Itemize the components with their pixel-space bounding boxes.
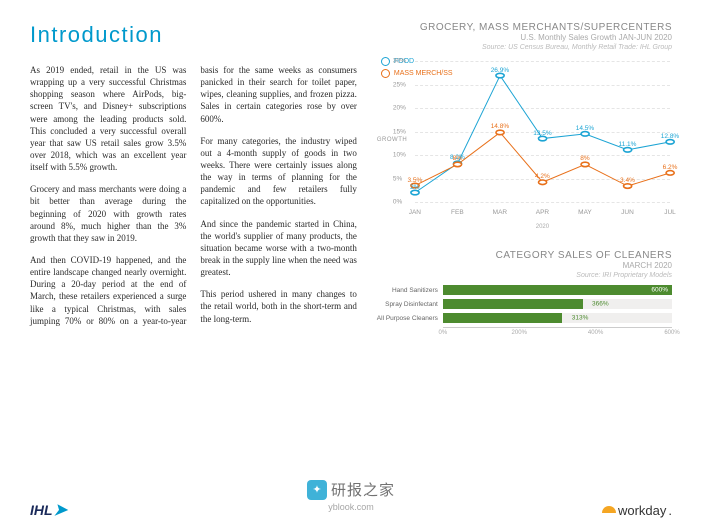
x-tick-label: JUN (621, 209, 634, 216)
chart1-title: GROCERY, MASS MERCHANTS/SUPERCENTERS (375, 22, 672, 33)
data-point-label: 26.9% (491, 66, 509, 73)
data-point-label: 6.2% (663, 164, 678, 171)
chart2-bars: Hand Sanitizers600%Spray Disinfectant366… (375, 285, 672, 323)
right-column: GROCERY, MASS MERCHANTS/SUPERCENTERS U.S… (375, 22, 672, 353)
legend-marker-icon (381, 69, 390, 78)
watermark-text: 研报之家 (331, 479, 395, 500)
y-axis-label: GROWTH (377, 137, 407, 143)
legend-marker-icon (381, 57, 390, 66)
bar-track: 600% (443, 285, 672, 295)
data-point-label: 14.5% (576, 125, 594, 132)
chart2-source: Source: IRI Proprietary Models (375, 272, 672, 279)
workday-logo: workday. (602, 503, 672, 518)
x-tick-label: APR (536, 209, 549, 216)
y-tick-label: 0% (393, 199, 402, 206)
bar-row: All Purpose Cleaners313% (375, 313, 672, 323)
ihl-logo: IHL ➤ (30, 500, 67, 520)
data-point-label: 14.8% (491, 123, 509, 130)
bar-value-label: 600% (651, 287, 668, 294)
bar-fill: 600% (443, 285, 672, 295)
bar-value-label: 366% (592, 301, 609, 308)
chevron-right-icon: ➤ (54, 500, 67, 520)
data-point-label: 8% (453, 155, 462, 162)
left-column: Introduction As 2019 ended, retail in th… (30, 22, 357, 353)
data-point-label: 3.4% (620, 177, 635, 184)
page-title: Introduction (30, 22, 357, 48)
bar-fill: 313% (443, 313, 563, 323)
workday-text: workday (618, 503, 666, 518)
ihl-text: IHL (30, 502, 53, 518)
page: Introduction As 2019 ended, retail in th… (0, 0, 702, 353)
chart2-x-axis: 0%200%400%600% (443, 327, 672, 339)
body-text: As 2019 ended, retail in the US was wrap… (30, 64, 357, 331)
data-point-label: 13.5% (533, 129, 551, 136)
bar-row: Spray Disinfectant366% (375, 299, 672, 309)
y-tick-label: 20% (393, 105, 406, 112)
watermark: ✦ 研报之家 yblook.com (307, 479, 395, 512)
paragraph: This period ushered in many changes to t… (200, 288, 356, 324)
x-tick-label: FEB (451, 209, 464, 216)
data-point-label: 3.5% (407, 176, 422, 183)
bar-row: Hand Sanitizers 600% (375, 285, 672, 295)
x-tick-label: JUL (664, 209, 676, 216)
data-point-label: 12.8% (661, 133, 679, 140)
x-tick-label: MAY (578, 209, 592, 216)
grid-line (415, 202, 670, 203)
data-point-label: 4.2% (535, 173, 550, 180)
paragraph: Grocery and mass merchants were doing a … (30, 183, 186, 244)
bar-x-tick: 0% (439, 330, 448, 336)
y-tick-label: 30% (393, 58, 406, 65)
y-tick-label: 10% (393, 152, 406, 159)
watermark-url: yblook.com (307, 502, 395, 512)
x-tick-label: JAN (409, 209, 421, 216)
chart1-subtitle: U.S. Monthly Sales Growth JAN-JUN 2020 (375, 33, 672, 42)
x-axis-title: 2020 (536, 224, 549, 230)
bar-x-tick: 400% (588, 330, 603, 336)
bar-label: Spray Disinfectant (375, 301, 443, 308)
paragraph: And since the pandemic started in China,… (200, 218, 356, 279)
y-tick-label: 25% (393, 81, 406, 88)
document-icon: ✦ (307, 480, 327, 500)
x-tick-label: MAR (493, 209, 507, 216)
bar-track: 313% (443, 313, 672, 323)
chart1-plot: 0%5%10%15%20%25%30%JANFEBMARAPRMAYJUNJUL… (415, 61, 670, 202)
paragraph: For many categories, the industry wiped … (200, 135, 356, 208)
cleaners-chart: CATEGORY SALES OF CLEANERS MARCH 2020 So… (375, 250, 672, 339)
data-point-label: 11.1% (618, 141, 636, 148)
sun-icon (602, 506, 616, 513)
paragraph: As 2019 ended, retail in the US was wrap… (30, 64, 186, 173)
bar-label: Hand Sanitizers (375, 287, 443, 294)
bar-track: 366% (443, 299, 672, 309)
y-tick-label: 15% (393, 128, 406, 135)
chart1-source: Source: US Census Bureau, Monthly Retail… (375, 44, 672, 51)
y-tick-label: 5% (393, 175, 402, 182)
data-point-label: 2% (410, 183, 419, 190)
bar-x-tick: 600% (664, 330, 679, 336)
chart2-subtitle: MARCH 2020 (375, 261, 672, 270)
grocery-chart: GROCERY, MASS MERCHANTS/SUPERCENTERS U.S… (375, 22, 672, 222)
chart2-title: CATEGORY SALES OF CLEANERS (375, 250, 672, 261)
bar-label: All Purpose Cleaners (375, 315, 443, 322)
data-point-label: 8% (580, 155, 589, 162)
bar-value-label: 313% (572, 315, 589, 322)
bar-fill: 366% (443, 299, 583, 309)
bar-x-tick: 200% (512, 330, 527, 336)
line-chart-area: FOODMASS MERCH/SS GROWTH 0%5%10%15%20%25… (375, 57, 672, 222)
